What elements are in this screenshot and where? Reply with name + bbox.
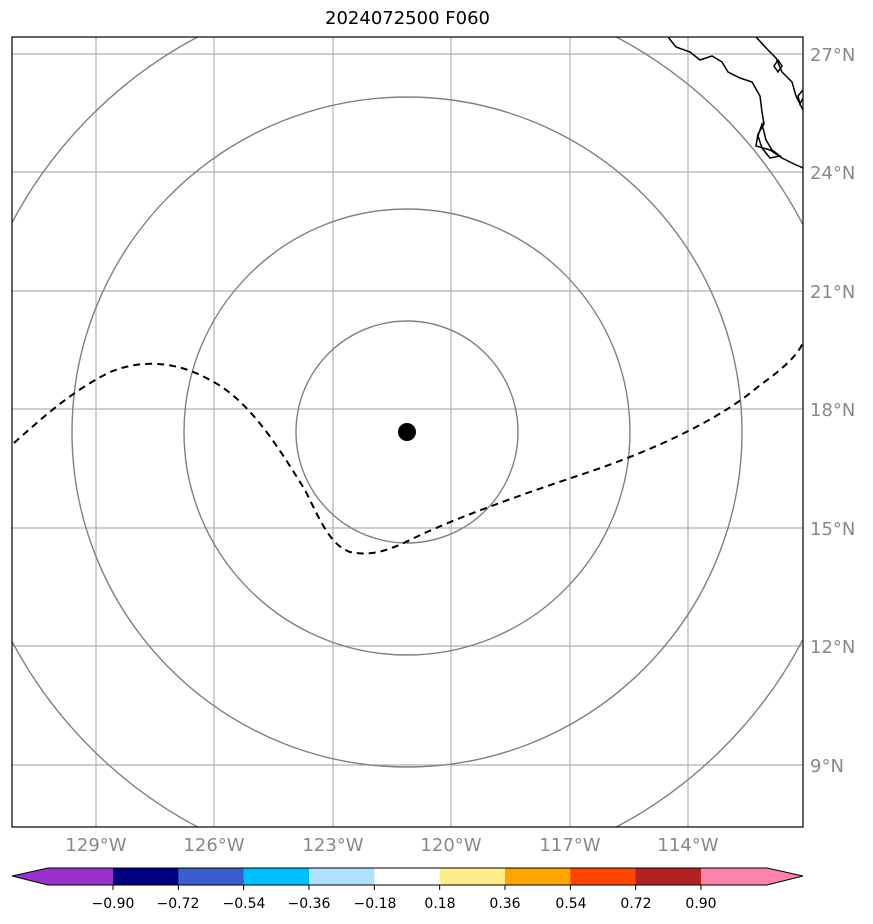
colorbar-segment (439, 868, 506, 885)
colorbar-label: 0.90 (685, 896, 716, 912)
lat-label: 12°N (810, 637, 855, 658)
lon-label: 129°W (65, 835, 126, 856)
lat-label: 18°N (810, 400, 855, 421)
colorbar-segment (178, 868, 245, 885)
colorbar-label: −0.36 (288, 896, 331, 912)
colorbar-label: 0.72 (620, 896, 651, 912)
colorbar-segment (635, 868, 702, 885)
lon-label: 120°W (420, 835, 481, 856)
colorbar-label: −0.18 (354, 896, 397, 912)
colorbar-labels: −0.90 −0.72 −0.54 −0.36 −0.18 0.18 0.36 … (92, 896, 717, 912)
lat-label: 24°N (810, 163, 855, 184)
colorbar-segment (309, 868, 375, 885)
mainland-coastline (755, 37, 803, 111)
baja-gulf-coastline (773, 58, 783, 74)
colorbar-label: 0.36 (489, 896, 520, 912)
range-ring-2 (183, 208, 631, 656)
lon-label: 117°W (539, 835, 600, 856)
colorbar: −0.90 −0.72 −0.54 −0.36 −0.18 0.18 0.36 … (11, 867, 804, 912)
range-ring-1 (295, 320, 519, 544)
colorbar-ticks (112, 885, 702, 890)
colorbar-high-extend (701, 868, 803, 885)
map-title: 2024072500 F060 (325, 8, 490, 29)
colorbar-segment (113, 868, 179, 885)
baja-tip-coastline (757, 121, 782, 159)
mainland-coast-2 (797, 89, 803, 107)
storm-center-marker (398, 423, 416, 441)
lon-label: 114°W (657, 835, 718, 856)
storm-track (13, 341, 803, 555)
lat-label: 15°N (810, 519, 855, 540)
latitude-labels: 27°N 24°N 21°N 18°N 15°N 12°N 9°N (810, 45, 855, 777)
colorbar-segment (374, 868, 441, 885)
range-rings (12, 37, 803, 827)
colorbar-label: −0.72 (157, 896, 200, 912)
lat-label: 21°N (810, 282, 855, 303)
baja-coastline (667, 37, 803, 169)
range-ring-4 (12, 37, 803, 827)
colorbar-segment (570, 868, 637, 885)
lon-label: 126°W (183, 835, 244, 856)
lat-label: 9°N (810, 756, 844, 777)
graticule (12, 37, 803, 827)
colorbar-label: −0.90 (92, 896, 135, 912)
colorbar-segment (243, 868, 310, 885)
lat-label: 27°N (810, 45, 855, 66)
map-frame (11, 36, 804, 828)
longitude-labels: 129°W 126°W 123°W 120°W 117°W 114°W (65, 835, 718, 856)
colorbar-outline (11, 867, 804, 886)
coastline (667, 37, 803, 169)
track-line (13, 341, 803, 555)
colorbar-low-extend (12, 868, 113, 885)
lon-label: 123°W (302, 835, 363, 856)
colorbar-segment (505, 868, 571, 885)
colorbar-label: −0.54 (223, 896, 266, 912)
colorbar-segments (113, 868, 702, 885)
colorbar-label: 0.18 (424, 896, 455, 912)
range-ring-3 (71, 96, 743, 768)
colorbar-label: 0.54 (555, 896, 586, 912)
